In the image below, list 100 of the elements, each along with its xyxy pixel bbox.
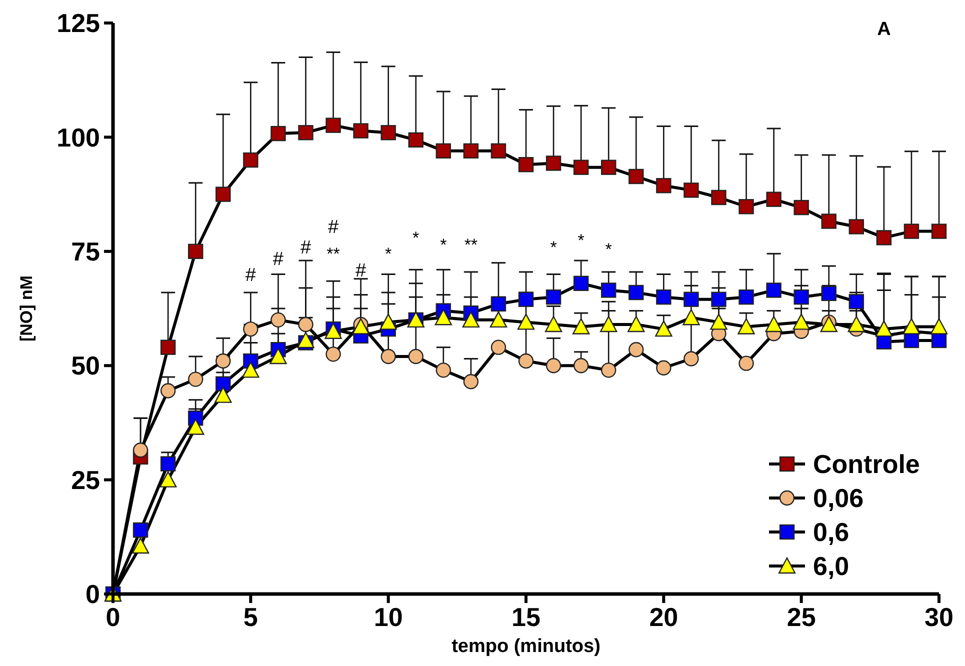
point	[711, 292, 726, 307]
point	[821, 286, 836, 302]
point	[601, 160, 616, 175]
point	[848, 316, 865, 332]
point	[601, 282, 616, 298]
point	[132, 442, 148, 458]
point	[573, 160, 589, 175]
y-tick-label: 125	[56, 8, 100, 38]
annotation: #	[300, 237, 312, 258]
legend-label: 6,0	[813, 551, 850, 582]
point	[326, 346, 341, 362]
point	[132, 537, 150, 554]
point	[711, 190, 726, 206]
point	[188, 372, 204, 387]
point	[876, 230, 892, 246]
point	[380, 314, 397, 330]
annotation: *	[385, 244, 392, 264]
point	[436, 143, 451, 159]
legend-label: Controle	[813, 449, 920, 480]
point	[544, 316, 562, 332]
point	[160, 383, 176, 398]
point	[710, 314, 728, 330]
point	[216, 376, 231, 392]
point	[462, 311, 480, 328]
point	[518, 157, 534, 172]
point	[490, 296, 506, 312]
point	[297, 332, 314, 348]
legend-label: 0,06	[813, 483, 864, 514]
point	[792, 314, 810, 330]
annotation: #	[245, 264, 256, 286]
point	[765, 316, 782, 332]
point	[684, 182, 699, 198]
point	[270, 312, 286, 328]
point	[572, 318, 590, 334]
point	[298, 125, 314, 140]
point	[684, 351, 699, 366]
point	[546, 358, 562, 374]
x-tick-label: 25	[786, 602, 816, 632]
x-axis-title: tempo (minutos)	[452, 636, 600, 657]
annotation: *	[550, 238, 558, 257]
point	[848, 294, 864, 310]
point	[794, 200, 809, 216]
point	[794, 289, 809, 305]
point	[656, 289, 672, 305]
point	[682, 309, 700, 326]
point	[380, 348, 396, 364]
point	[600, 316, 618, 332]
x-tick-label: 10	[374, 602, 403, 632]
point	[848, 219, 864, 234]
point	[546, 156, 562, 171]
y-tick-label: 100	[56, 122, 100, 152]
point	[298, 316, 314, 332]
y-tick-label: 75	[71, 236, 100, 266]
annotation: **	[326, 244, 340, 264]
point	[436, 362, 451, 378]
annotation: #	[356, 260, 367, 282]
point	[931, 224, 947, 239]
point	[490, 143, 506, 159]
point	[766, 192, 782, 207]
point	[655, 320, 672, 337]
point	[601, 362, 616, 378]
point	[463, 143, 479, 159]
point	[518, 353, 534, 369]
point	[546, 289, 562, 305]
point	[738, 356, 754, 371]
point	[628, 284, 644, 300]
point	[216, 353, 231, 369]
annotation: **	[464, 236, 478, 254]
point	[408, 132, 424, 148]
annotation: *	[578, 230, 585, 250]
point	[628, 168, 644, 184]
point	[270, 348, 287, 364]
point	[738, 199, 754, 214]
annotation: *	[605, 240, 612, 260]
point	[159, 471, 177, 488]
point	[821, 214, 836, 229]
point	[214, 386, 232, 403]
annotation: A	[877, 19, 892, 40]
point	[517, 314, 535, 330]
point	[628, 342, 644, 358]
point	[628, 316, 645, 332]
point	[738, 318, 755, 334]
point	[160, 340, 176, 355]
point	[738, 289, 754, 305]
point	[463, 374, 479, 390]
point	[160, 456, 176, 472]
point	[187, 418, 204, 435]
point	[904, 224, 920, 239]
point	[326, 118, 341, 133]
point	[902, 318, 920, 334]
point	[132, 522, 148, 538]
y-axis-title: [NO] nM	[17, 275, 36, 342]
legend-label: 0,6	[813, 517, 850, 548]
y-tick-label: 25	[71, 464, 100, 495]
x-tick-label: 0	[106, 602, 120, 632]
annotation: #	[272, 248, 284, 270]
point	[243, 321, 258, 337]
point	[242, 362, 260, 378]
x-tick-label: 20	[649, 602, 678, 632]
point	[875, 320, 893, 337]
